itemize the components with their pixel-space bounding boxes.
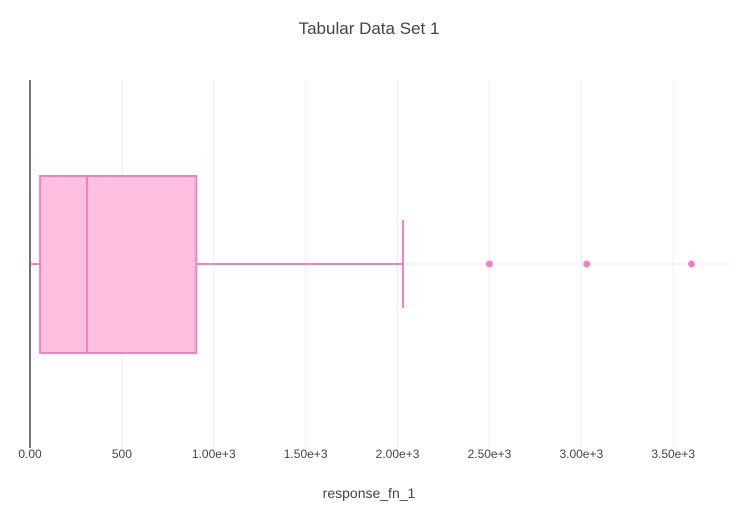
x-tick-label: 2.00e+3 xyxy=(376,447,420,461)
x-tick-label: 1.00e+3 xyxy=(192,447,236,461)
x-tick-label: 3.50e+3 xyxy=(651,447,695,461)
x-axis-title: response_fn_1 xyxy=(323,485,416,501)
outlier-point xyxy=(688,260,696,268)
x-tick-label: 2.50e+3 xyxy=(468,447,512,461)
iqr-box xyxy=(39,175,198,354)
chart-title: Tabular Data Set 1 xyxy=(299,19,440,38)
outlier-point xyxy=(583,260,591,268)
x-tick-label: 500 xyxy=(112,447,132,461)
x-tick-label: 3.00e+3 xyxy=(559,447,603,461)
box-plot-marks xyxy=(30,175,696,354)
x-tick-label: 1.50e+3 xyxy=(284,447,328,461)
x-tick-labels: 0.00 500 1.00e+3 1.50e+3 2.00e+3 2.50e+3 3.00e… xyxy=(18,447,695,461)
x-tick-label: 0.00 xyxy=(18,447,42,461)
outlier-point xyxy=(485,260,493,268)
